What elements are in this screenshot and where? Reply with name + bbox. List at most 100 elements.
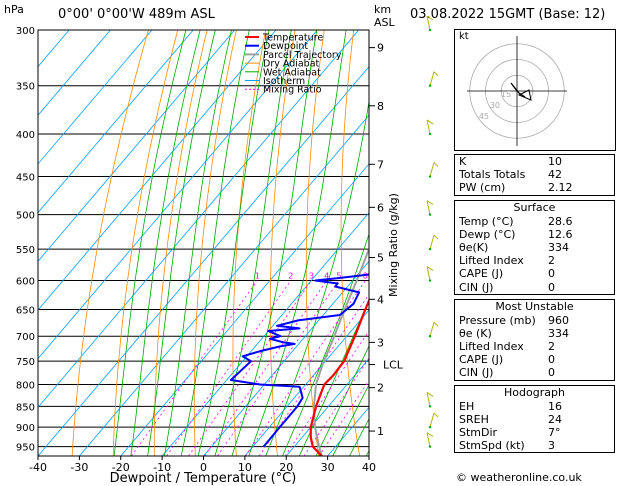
dry-adiabat-line	[112, 30, 179, 456]
isotherm-line	[285, 358, 369, 456]
wind-barb-flag	[426, 391, 434, 397]
pressure-tick-label: 750	[16, 357, 35, 368]
mixing-ratio-label: 5	[336, 272, 341, 281]
mixing-ratio-line	[284, 330, 369, 456]
hodograph-trace	[510, 82, 526, 98]
index-name: Totals Totals	[459, 168, 526, 182]
wet-adiabat-line	[197, 30, 270, 456]
mixing-ratio-line	[131, 280, 258, 456]
wind-barb	[426, 392, 431, 407]
mixing-ratio-line	[217, 280, 340, 456]
pressure-tick-label: 800	[16, 381, 35, 392]
most-unstable-row: CAPE (J) 0	[455, 353, 614, 366]
wet-adiabat-line	[282, 232, 369, 456]
legend-label: Isotherm	[263, 76, 305, 87]
wet-adiabat-line	[349, 418, 369, 456]
lcl-label: LCL	[383, 359, 404, 372]
mixing-ratio-line	[166, 280, 292, 456]
legend-label: Wet Adiabat	[263, 67, 321, 78]
hodograph-stat-name: StmSpd (kt)	[459, 439, 525, 453]
dry-adiabat-line	[232, 30, 267, 456]
most-unstable-value: 960	[548, 313, 569, 327]
legend-label: Mixing Ratio	[263, 85, 322, 96]
hpa-label: hPa	[4, 3, 24, 16]
wet-adiabat-line	[248, 30, 347, 456]
dewpoint-line	[229, 273, 369, 448]
mixing-ratio-label: 10	[373, 272, 383, 281]
surface-title: Surface	[513, 200, 556, 214]
most-unstable-row: CIN (J) 0	[455, 366, 614, 379]
x-tick-label: 40	[362, 461, 376, 474]
hodograph-stats-box: Hodograph EH 16 SREH 24 StmDir 7° StmSpd (kt) 3	[454, 384, 615, 454]
wind-barb-base	[428, 213, 432, 216]
most-unstable-value: 2	[548, 340, 555, 354]
wet-adiabat-line	[315, 345, 369, 456]
wind-barb-flag	[433, 234, 439, 240]
mixing-ratio-line	[188, 280, 312, 456]
pressure-tick-label: 900	[16, 423, 35, 434]
dry-adiabat-line	[193, 30, 237, 456]
km-tick-label: 9	[377, 42, 384, 55]
index-value: 2.12	[548, 181, 573, 195]
dry-adiabat-line	[269, 30, 296, 456]
km-tick-label: 6	[377, 201, 384, 214]
mixing-ratio-label: 1	[255, 272, 260, 281]
isotherm-line	[38, 30, 194, 214]
x-tick-label: -10	[153, 461, 171, 474]
wind-barbs	[426, 15, 439, 448]
wind-barb-base	[428, 279, 432, 282]
wind-barb-base	[428, 28, 432, 32]
wind-barb-flag	[433, 412, 439, 418]
surface-value: 2	[548, 254, 555, 268]
surface-box: Surface Temp (°C) 28.6 Dewp (°C) 12.6 θe(K) 3…	[454, 199, 615, 295]
km-tick-label: 5	[377, 252, 384, 265]
wind-barb-base	[428, 445, 432, 448]
hodograph-stat-value: 7°	[548, 426, 561, 439]
km-tick-label: 4	[377, 293, 384, 306]
hodograph-stat-name: EH	[459, 399, 475, 413]
most-unstable-name: CIN (J)	[459, 366, 494, 380]
dry-adiabat-line	[340, 30, 361, 456]
wet-adiabat-line	[130, 30, 201, 456]
pressure-tick-label: 350	[16, 82, 35, 93]
most-unstable-box: Most Unstable Pressure (mb) 960 θe (K) 334 L…	[454, 298, 615, 381]
legend-label: Parcel Trajectory	[263, 50, 342, 61]
hodograph-stat-value: 24	[548, 412, 562, 426]
surface-name: Dewp (°C)	[459, 227, 516, 241]
mixing-ratio-label: 2	[288, 272, 293, 281]
surface-name: Temp (°C)	[459, 214, 514, 228]
km-tick-label: 7	[377, 158, 384, 171]
index-name: K	[459, 155, 467, 168]
wind-barb	[426, 200, 431, 215]
surface-row: Dewp (°C) 12.6	[455, 228, 614, 241]
wind-barb-flag	[426, 200, 434, 206]
hodograph-stats-title: Hodograph	[504, 385, 565, 399]
surface-row: Temp (°C) 28.6	[455, 215, 614, 228]
isotherm-line	[38, 30, 277, 311]
wind-barb	[429, 234, 435, 250]
parcel-trajectory-line	[312, 246, 369, 456]
dry-adiabat-line	[408, 30, 442, 456]
wind-barb-base	[428, 84, 432, 87]
pressure-tick-label: 450	[16, 173, 35, 184]
km-label: km	[374, 3, 392, 16]
hodograph-kt-label: kt	[459, 31, 469, 42]
km-tick-label: 2	[377, 382, 384, 395]
pressure-tick-label: 850	[16, 402, 35, 413]
isotherm-line	[38, 30, 235, 262]
most-unstable-name: Lifted Index	[459, 340, 524, 354]
pressure-tick-label: 300	[16, 26, 35, 37]
index-value: 42	[548, 168, 562, 182]
wet-adiabat-line	[147, 30, 216, 456]
wet-adiabat-line	[332, 383, 369, 456]
km-tick-label: 3	[377, 336, 384, 349]
hodograph-ring-label: 15	[501, 90, 511, 99]
index-row: Totals Totals 42	[455, 168, 614, 181]
hodograph-panel: kt 15 30 45	[454, 29, 616, 151]
wet-adiabat-line	[163, 30, 232, 456]
wind-barb-flag	[433, 71, 439, 77]
wind-barb	[426, 15, 431, 31]
surface-name: θe(K)	[459, 240, 489, 254]
location-title: 0°00' 0°00'W 489m ASL	[58, 7, 215, 22]
